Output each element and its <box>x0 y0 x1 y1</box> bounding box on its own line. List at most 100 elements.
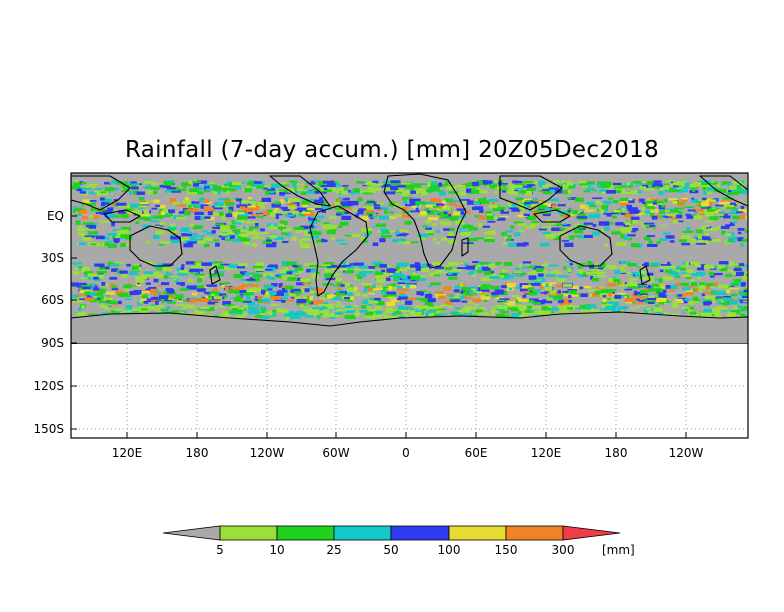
rain-cell <box>311 273 318 277</box>
rain-cell <box>323 222 330 225</box>
rain-cell <box>519 190 527 194</box>
rain-cell <box>640 289 648 294</box>
rain-cell <box>271 183 282 188</box>
rain-cell <box>503 315 510 318</box>
rain-cell <box>526 182 536 187</box>
rain-cell <box>316 315 322 318</box>
rain-cell <box>127 308 133 310</box>
rain-cell <box>267 288 273 291</box>
rain-cell <box>696 209 703 212</box>
rain-cell <box>379 264 387 268</box>
rain-cell <box>409 310 415 313</box>
rain-cell <box>218 233 229 236</box>
rain-cell <box>665 216 669 219</box>
rain-cell <box>399 292 406 295</box>
rain-cell <box>395 214 403 217</box>
rain-cell <box>146 240 151 244</box>
rain-cell <box>606 265 617 269</box>
rain-cell <box>508 288 513 291</box>
rain-cell <box>179 211 187 214</box>
rain-cell <box>425 312 429 317</box>
rain-cell <box>604 243 608 247</box>
rain-cell <box>331 181 339 185</box>
rain-cell <box>484 180 493 184</box>
rain-cell <box>290 288 301 293</box>
rain-cell <box>709 267 717 270</box>
rain-cell <box>563 266 567 270</box>
rain-cell <box>410 275 421 280</box>
rain-cell <box>505 275 514 279</box>
rain-cell <box>381 269 385 273</box>
rain-cell <box>448 191 459 194</box>
rain-cell <box>739 263 744 266</box>
rain-cell <box>170 276 180 278</box>
rain-cell <box>104 187 115 192</box>
rain-cell <box>306 207 315 211</box>
rain-cell <box>199 306 210 309</box>
rain-cell <box>599 308 609 311</box>
rain-cell <box>169 198 176 203</box>
rain-cell <box>349 268 357 270</box>
rain-cell <box>372 314 383 319</box>
rain-cell <box>468 271 474 275</box>
rain-cell <box>138 308 149 311</box>
rain-cell <box>119 181 128 184</box>
rain-cell <box>670 265 676 269</box>
rain-cell <box>608 301 619 306</box>
rain-cell <box>138 216 145 220</box>
rain-cell <box>208 274 217 278</box>
rain-cell <box>534 199 544 202</box>
rain-cell <box>115 290 125 294</box>
rain-cell <box>569 182 574 186</box>
rain-cell <box>262 240 272 244</box>
rain-cell <box>516 242 527 247</box>
rain-cell <box>721 230 726 235</box>
rain-cell <box>590 275 594 280</box>
rain-cell <box>713 265 718 269</box>
colorbar-label: 50 <box>383 543 398 557</box>
rain-cell <box>129 291 140 296</box>
rain-cell <box>708 228 718 231</box>
rain-cell <box>578 269 584 274</box>
rain-cell <box>313 309 320 314</box>
rain-cell <box>518 206 526 210</box>
rain-cell <box>563 292 572 297</box>
rain-cell <box>117 230 128 235</box>
rain-cell <box>586 201 595 205</box>
rain-cell <box>486 215 494 220</box>
rain-cell <box>213 296 223 300</box>
rain-cell <box>328 216 337 219</box>
rain-cell <box>602 200 612 205</box>
rain-cell <box>193 232 198 236</box>
rain-cell <box>512 180 519 184</box>
rain-cell <box>467 238 478 242</box>
rain-cell <box>689 300 694 305</box>
rain-cell <box>746 216 748 221</box>
rain-cell <box>262 210 269 216</box>
coastline <box>71 311 748 344</box>
rain-cell <box>648 285 652 288</box>
rain-cell <box>158 263 164 267</box>
rain-cell <box>396 184 407 188</box>
rain-cell <box>676 181 688 186</box>
rain-cell <box>691 197 695 200</box>
rain-cell <box>491 311 495 317</box>
rain-cell <box>271 283 278 287</box>
rain-cell <box>247 203 252 206</box>
rain-cell <box>562 291 569 293</box>
rain-cell <box>192 225 203 230</box>
rain-cell <box>153 182 164 185</box>
rain-cell <box>90 287 96 291</box>
rain-cell <box>93 290 99 293</box>
colorbar-label: 300 <box>552 543 575 557</box>
rain-cell <box>129 271 138 276</box>
rain-cell <box>645 275 655 279</box>
rain-cell <box>142 224 150 229</box>
rain-cell <box>160 211 165 216</box>
rain-cell <box>488 263 496 268</box>
rain-cell <box>349 296 355 301</box>
rain-cell <box>400 310 410 313</box>
rain-cell <box>553 180 561 183</box>
rain-cell <box>167 301 174 304</box>
